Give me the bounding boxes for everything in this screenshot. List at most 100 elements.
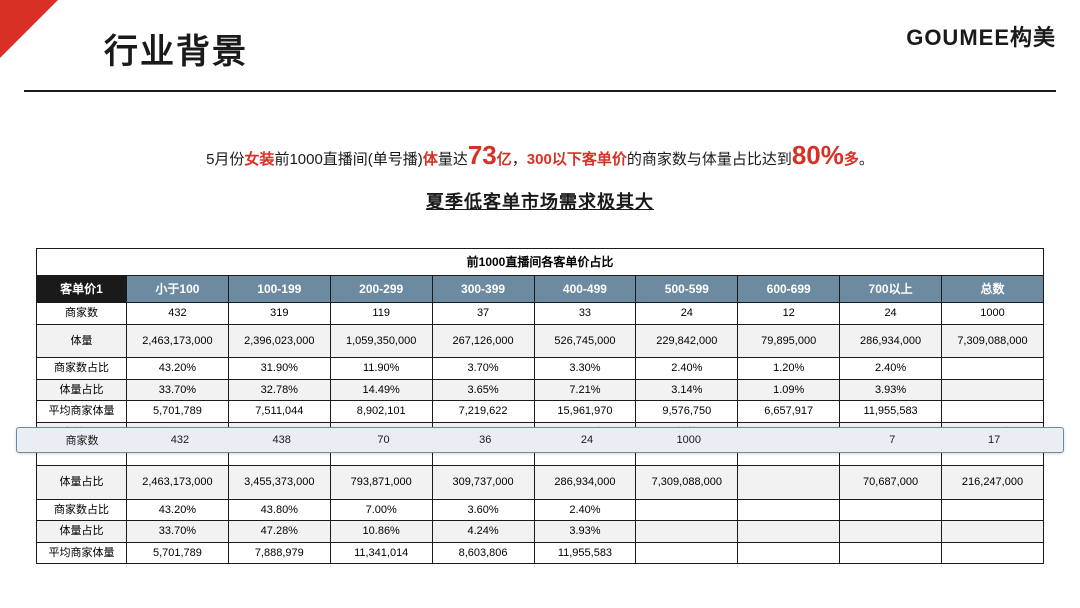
data-cell: 700以上 xyxy=(534,422,636,444)
data-cell: 3.60% xyxy=(432,499,534,521)
data-cell: 7,219,622 xyxy=(432,401,534,423)
data-cell xyxy=(738,499,840,521)
data-cell: 3.70% xyxy=(432,358,534,380)
data-cell xyxy=(840,542,942,564)
data-cell xyxy=(942,358,1044,380)
table-caption: 前1000直播间各客单价占比 xyxy=(37,249,1044,276)
data-cell: 总数 xyxy=(636,422,738,444)
table-row: 体量占比33.70%32.78%14.49%3.65%7.21%3.14%1.0… xyxy=(37,379,1044,401)
spacer-cell xyxy=(127,444,229,466)
data-cell: 2.40% xyxy=(840,358,942,380)
data-cell: 70,687,000 xyxy=(840,466,942,500)
table-container: 前1000直播间各客单价占比客单价1小于100100-199200-299300… xyxy=(36,248,1044,564)
data-cell xyxy=(636,499,738,521)
table-row: 平均商家体量5,701,7897,888,97911,341,0148,603,… xyxy=(37,542,1044,564)
data-cell: 5,701,789 xyxy=(127,401,229,423)
table-row: 商家数占比43.20%43.80%7.00%3.60%2.40% xyxy=(37,499,1044,521)
header-cell: 小于100 xyxy=(127,276,229,303)
table-row: 体量占比2,463,173,0003,455,373,000793,871,00… xyxy=(37,466,1044,500)
data-cell: 8,603,806 xyxy=(432,542,534,564)
data-cell xyxy=(636,521,738,543)
data-cell: 4.24% xyxy=(432,521,534,543)
data-cell xyxy=(942,521,1044,543)
data-cell: 216,247,000 xyxy=(942,466,1044,500)
row-label: 体量占比 xyxy=(37,379,127,401)
data-cell: 43.20% xyxy=(127,499,229,521)
data-cell: 2.40% xyxy=(534,499,636,521)
spacer-cell xyxy=(840,444,942,466)
data-cell: 24 xyxy=(840,303,942,325)
subhead-text: 夏季低客单市场需求极其大 xyxy=(426,192,654,212)
data-cell: 1.20% xyxy=(738,358,840,380)
corner-triangle xyxy=(0,0,58,58)
data-cell: 10.86% xyxy=(330,521,432,543)
data-cell: 11,955,583 xyxy=(840,401,942,423)
data-cell xyxy=(738,466,840,500)
spacer-cell xyxy=(37,444,127,466)
data-cell: 3.30% xyxy=(534,358,636,380)
data-cell: 7,309,088,000 xyxy=(636,466,738,500)
spacer-row xyxy=(37,444,1044,466)
data-cell: 14.49% xyxy=(330,379,432,401)
data-cell: 33.70% xyxy=(127,521,229,543)
table-row: 体量占比33.70%47.28%10.86%4.24%3.93% xyxy=(37,521,1044,543)
data-cell: 5,701,789 xyxy=(127,542,229,564)
data-cell: 2,463,173,000 xyxy=(127,466,229,500)
data-cell: 43.80% xyxy=(228,499,330,521)
data-cell xyxy=(942,542,1044,564)
data-cell xyxy=(738,422,840,444)
data-cell: 7,309,088,000 xyxy=(942,324,1044,358)
table-header-row: 客单价1小于100100-199200-299300-399400-499500… xyxy=(37,276,1044,303)
data-cell: 526,745,000 xyxy=(534,324,636,358)
data-cell: 267,126,000 xyxy=(432,324,534,358)
data-cell xyxy=(738,542,840,564)
data-cell: 8,902,101 xyxy=(330,401,432,423)
data-cell xyxy=(840,499,942,521)
data-cell: 32.78% xyxy=(228,379,330,401)
row-label: 客单价2 xyxy=(37,422,127,444)
header-cell: 总数 xyxy=(942,276,1044,303)
data-cell: 800以上 xyxy=(942,422,1044,444)
header-cell: 400-499 xyxy=(534,276,636,303)
subtitle-container: 5月份女装前1000直播间(单号播)体量达73亿，300以下客单价的商家数与体量… xyxy=(0,140,1080,171)
data-cell: 11.90% xyxy=(330,358,432,380)
data-cell: 7.21% xyxy=(534,379,636,401)
data-cell: 100-299 xyxy=(228,422,330,444)
data-cell: 1.09% xyxy=(738,379,840,401)
row-label: 商家数 xyxy=(37,303,127,325)
data-cell: 11,341,014 xyxy=(330,542,432,564)
data-cell: 2,396,023,000 xyxy=(228,324,330,358)
data-cell xyxy=(942,379,1044,401)
data-cell: 300-499 xyxy=(330,422,432,444)
subhead-container: 夏季低客单市场需求极其大 xyxy=(0,188,1080,214)
row-label: 商家数占比 xyxy=(37,499,127,521)
row-label: 商家数占比 xyxy=(37,358,127,380)
data-cell: 43.20% xyxy=(127,358,229,380)
header-cell: 100-199 xyxy=(228,276,330,303)
table-row: 平均商家体量5,701,7897,511,0448,902,1017,219,6… xyxy=(37,401,1044,423)
data-cell: 24 xyxy=(636,303,738,325)
title-divider xyxy=(24,90,1056,92)
header-cell: 200-299 xyxy=(330,276,432,303)
data-cell: 7,888,979 xyxy=(228,542,330,564)
data-cell: 7,511,044 xyxy=(228,401,330,423)
data-cell: 11,955,583 xyxy=(534,542,636,564)
data-cell: 286,934,000 xyxy=(840,324,942,358)
page-title: 行业背景 xyxy=(104,24,248,73)
data-cell: 47.28% xyxy=(228,521,330,543)
spacer-cell xyxy=(942,444,1044,466)
table-row: 客单价2小于100100-299300-499500-699700以上总数700… xyxy=(37,422,1044,444)
data-cell: 1,059,350,000 xyxy=(330,324,432,358)
row-label: 体量占比 xyxy=(37,466,127,500)
header-cell: 700以上 xyxy=(840,276,942,303)
data-cell: 500-699 xyxy=(432,422,534,444)
data-cell: 6,657,917 xyxy=(738,401,840,423)
data-cell: 12 xyxy=(738,303,840,325)
data-cell xyxy=(942,499,1044,521)
data-cell: 2.40% xyxy=(636,358,738,380)
data-cell: 3.65% xyxy=(432,379,534,401)
data-cell: 3.93% xyxy=(534,521,636,543)
data-cell: 793,871,000 xyxy=(330,466,432,500)
spacer-cell xyxy=(738,444,840,466)
data-cell: 3,455,373,000 xyxy=(228,466,330,500)
